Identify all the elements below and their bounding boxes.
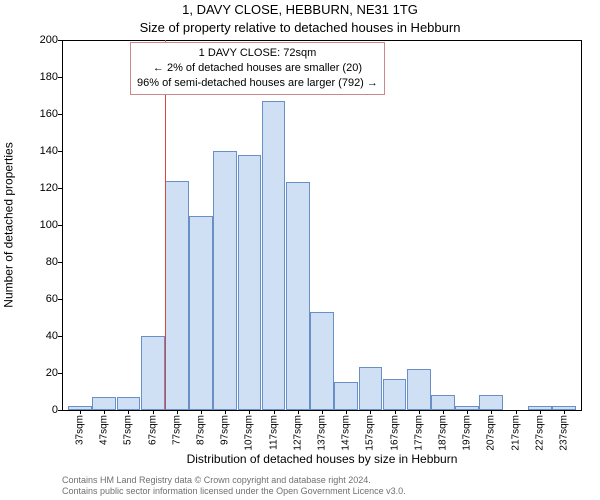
chart-title-address: 1, DAVY CLOSE, HEBBURN, NE31 1TG: [0, 2, 600, 17]
y-tick-mark: [58, 373, 62, 374]
x-tick-label: 87sqm: [196, 415, 207, 445]
x-tick-label: 177sqm: [413, 415, 424, 451]
y-tick-label: 80: [30, 256, 58, 268]
histogram-bar: [92, 397, 116, 410]
x-tick-mark: [177, 410, 178, 414]
y-tick-mark: [58, 151, 62, 152]
y-tick-label: 40: [30, 330, 58, 342]
histogram-bar: [310, 312, 334, 410]
y-tick-label: 20: [30, 367, 58, 379]
x-tick-mark: [419, 410, 420, 414]
x-tick-label: 37sqm: [75, 415, 86, 445]
footer-text: Contains HM Land Registry data © Crown c…: [62, 475, 406, 497]
x-tick-mark: [298, 410, 299, 414]
y-axis-label: Number of detached properties: [1, 142, 15, 307]
x-tick-label: 57sqm: [123, 415, 134, 445]
histogram-bar: [334, 382, 358, 410]
histogram-bar: [383, 379, 407, 410]
x-tick-label: 187sqm: [437, 415, 448, 451]
y-axis: [62, 40, 63, 410]
x-tick-mark: [516, 410, 517, 414]
x-tick-mark: [564, 410, 565, 414]
annotation-line3: 96% of semi-detached houses are larger (…: [137, 76, 378, 91]
histogram-bar: [262, 101, 286, 410]
reference-line: [165, 40, 166, 410]
x-tick-mark: [370, 410, 371, 414]
y-tick-mark: [58, 40, 62, 41]
x-tick-mark: [274, 410, 275, 414]
y-tick-mark: [58, 188, 62, 189]
x-tick-label: 47sqm: [99, 415, 110, 445]
y-tick-label: 200: [30, 34, 58, 46]
y-tick-mark: [58, 336, 62, 337]
chart-container: 1, DAVY CLOSE, HEBBURN, NE31 1TG Size of…: [0, 0, 600, 500]
y-tick-mark: [58, 299, 62, 300]
x-tick-mark: [491, 410, 492, 414]
histogram-bar: [407, 369, 431, 410]
x-tick-mark: [153, 410, 154, 414]
x-tick-label: 227sqm: [534, 415, 545, 451]
footer-line1: Contains HM Land Registry data © Crown c…: [62, 475, 406, 486]
x-tick-label: 207sqm: [486, 415, 497, 451]
x-tick-mark: [540, 410, 541, 414]
x-tick-mark: [322, 410, 323, 414]
x-axis-label: Distribution of detached houses by size …: [62, 452, 582, 466]
histogram-bar: [431, 395, 455, 410]
y-tick-label: 160: [30, 108, 58, 120]
histogram-bar: [359, 367, 383, 410]
x-tick-mark: [467, 410, 468, 414]
y-tick-label: 140: [30, 145, 58, 157]
histogram-bar: [141, 336, 165, 410]
histogram-bar: [286, 182, 310, 410]
y-tick-label: 120: [30, 182, 58, 194]
x-tick-label: 157sqm: [365, 415, 376, 451]
x-tick-mark: [225, 410, 226, 414]
x-tick-mark: [128, 410, 129, 414]
y-tick-mark: [58, 225, 62, 226]
annotation-box: 1 DAVY CLOSE: 72sqm ← 2% of detached hou…: [130, 42, 385, 95]
x-tick-label: 147sqm: [341, 415, 352, 451]
x-tick-mark: [104, 410, 105, 414]
footer-line2: Contains public sector information licen…: [62, 486, 406, 497]
y-tick-label: 100: [30, 219, 58, 231]
x-tick-label: 117sqm: [268, 415, 279, 450]
y-tick-mark: [58, 410, 62, 411]
x-tick-label: 237sqm: [558, 415, 569, 451]
y-tick-label: 60: [30, 293, 58, 305]
x-tick-label: 77sqm: [171, 415, 182, 445]
x-tick-label: 217sqm: [510, 415, 521, 451]
x-tick-mark: [80, 410, 81, 414]
histogram-bar: [238, 155, 262, 410]
annotation-line2: ← 2% of detached houses are smaller (20): [137, 61, 378, 76]
histogram-bar: [165, 181, 189, 410]
histogram-bar: [213, 151, 237, 410]
histogram-bar: [189, 216, 213, 410]
x-tick-label: 127sqm: [292, 415, 303, 451]
x-tick-mark: [395, 410, 396, 414]
y-tick-mark: [58, 114, 62, 115]
x-tick-mark: [443, 410, 444, 414]
y-tick-mark: [58, 77, 62, 78]
x-tick-mark: [249, 410, 250, 414]
x-tick-mark: [346, 410, 347, 414]
annotation-line1: 1 DAVY CLOSE: 72sqm: [137, 46, 378, 61]
y-tick-label: 180: [30, 71, 58, 83]
chart-title-desc: Size of property relative to detached ho…: [0, 20, 600, 35]
x-tick-label: 197sqm: [462, 415, 473, 451]
x-tick-label: 97sqm: [220, 415, 231, 445]
x-tick-label: 167sqm: [389, 415, 400, 451]
x-tick-mark: [201, 410, 202, 414]
histogram-bar: [479, 395, 503, 410]
histogram-bar: [117, 397, 141, 410]
x-tick-label: 67sqm: [147, 415, 158, 445]
x-tick-label: 107sqm: [244, 415, 255, 451]
y-tick-label: 0: [30, 404, 58, 416]
x-tick-label: 137sqm: [317, 415, 328, 451]
y-tick-mark: [58, 262, 62, 263]
